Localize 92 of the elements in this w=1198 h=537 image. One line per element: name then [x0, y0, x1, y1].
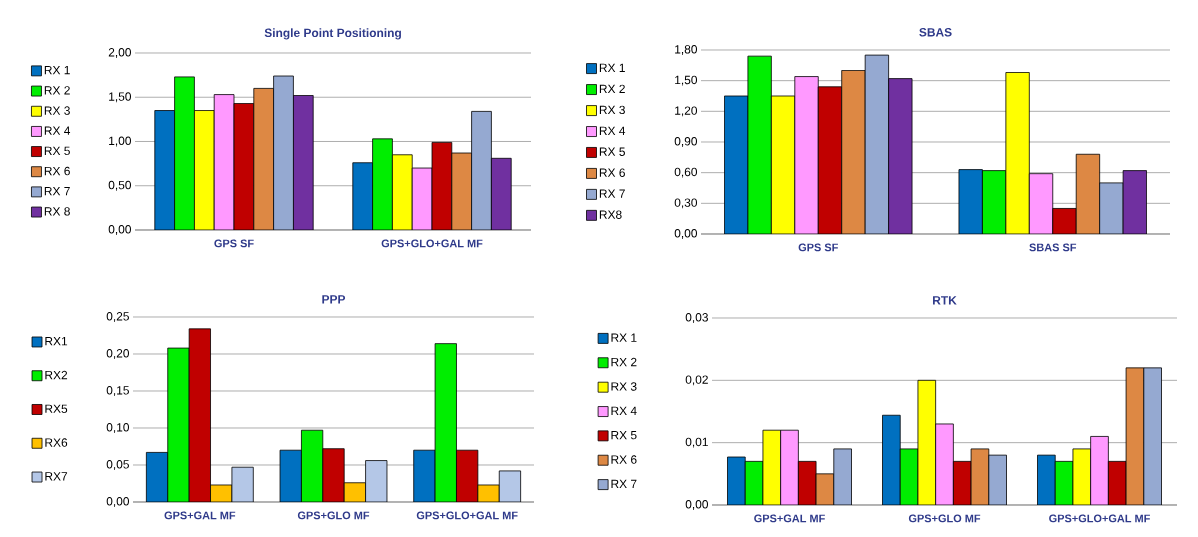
legend-label: RX 2	[611, 357, 637, 367]
y-tick-label: 1,00	[109, 136, 132, 147]
legend-label: RX2	[45, 370, 68, 380]
y-tick-label: 0,00	[674, 229, 698, 239]
y-tick-label: 0,02	[685, 375, 708, 386]
bar	[322, 448, 345, 502]
bar	[253, 87, 274, 230]
bar	[1099, 182, 1124, 234]
y-tick-label: 1,50	[109, 92, 132, 103]
x-tick-label: GPS+GAL MF	[754, 514, 825, 523]
bar	[817, 86, 843, 234]
bar	[456, 449, 479, 502]
bar	[1037, 454, 1056, 505]
bar	[1075, 153, 1101, 234]
y-tick-label: 0,25	[106, 312, 129, 322]
legend-label: RX 1	[599, 63, 625, 72]
bar	[413, 449, 436, 502]
y-tick-label: 0,00	[108, 225, 132, 235]
bar	[451, 152, 472, 230]
y-tick-label: 0,15	[106, 386, 129, 396]
legend-label: RX 1	[611, 333, 637, 342]
legend-label: RX 5	[611, 431, 637, 440]
chart-title: PPP	[322, 295, 346, 304]
legend-label: RX 5	[599, 147, 625, 156]
legend-label: RX 3	[44, 106, 70, 115]
legend-label: RX 7	[599, 189, 625, 198]
legend-label: RX 5	[44, 146, 70, 156]
bar	[145, 452, 169, 502]
bar	[188, 328, 211, 502]
y-tick-label: 0,60	[674, 167, 698, 178]
x-tick-label: GPS+GLO+GAL MF	[1049, 514, 1150, 523]
bar	[727, 456, 746, 505]
legend-label: RX 3	[599, 105, 625, 115]
legend-label: RX 3	[611, 382, 637, 391]
x-tick-label: GPS+GLO+GAL MF	[416, 511, 518, 520]
y-tick-label: 1,20	[675, 106, 698, 117]
y-tick-label: 2,00	[108, 48, 132, 58]
legend-label: RX8	[599, 210, 622, 219]
legend-label: RX7	[45, 472, 68, 481]
y-tick-label: 0,30	[674, 198, 698, 209]
legend-label: RX5	[45, 404, 68, 413]
legend-label: RX6	[45, 438, 68, 447]
bar	[1052, 208, 1077, 234]
y-tick-label: 0,03	[685, 313, 708, 323]
y-tick-label: 0,20	[106, 349, 130, 359]
y-tick-label: 0,01	[685, 437, 708, 448]
legend-label: RX 4	[44, 126, 71, 135]
y-tick-label: 0,50	[108, 180, 132, 191]
x-tick-label: GPS SF	[798, 243, 838, 252]
bar	[982, 170, 1007, 234]
y-tick-label: 0,05	[106, 460, 129, 470]
bar	[233, 103, 255, 230]
chart-title: RTK	[933, 296, 957, 305]
bar	[882, 414, 901, 505]
x-tick-label: GPS+GAL MF	[164, 511, 236, 520]
y-tick-label: 0,00	[106, 497, 130, 507]
chart-title: Single Point Positioning	[264, 28, 401, 40]
bar	[273, 75, 294, 230]
bar	[279, 449, 302, 502]
legend-label: RX 7	[44, 187, 70, 196]
legend-label: RX 2	[599, 84, 625, 93]
y-tick-label: 0,00	[685, 500, 709, 510]
bar	[1028, 173, 1054, 234]
legend-label: RX 6	[44, 166, 70, 176]
chart-title: SBAS	[919, 28, 952, 37]
x-tick-label: GPS+GLO MF	[297, 511, 370, 520]
legend-label: RX 6	[611, 455, 637, 464]
bar	[841, 70, 866, 234]
bar	[864, 54, 890, 234]
y-tick-label: 0,90	[674, 137, 698, 147]
y-tick-label: 1,50	[675, 75, 698, 86]
bar	[471, 111, 492, 230]
legend-label: RX 4	[599, 126, 626, 135]
legend-label: RX 4	[611, 406, 637, 415]
bar	[794, 76, 819, 234]
y-tick-label: 0,10	[106, 423, 130, 433]
x-tick-label: SBAS SF	[1029, 243, 1077, 252]
x-tick-label: GPS SF	[214, 239, 254, 248]
bar	[213, 94, 235, 230]
legend-label: RX 7	[611, 479, 637, 488]
bar	[365, 460, 388, 502]
legend-label: RX1	[45, 337, 68, 346]
bar	[770, 95, 796, 234]
y-tick-label: 1,80	[675, 45, 698, 55]
legend-label: RX 2	[44, 86, 70, 95]
legend-label: RX 1	[44, 66, 70, 75]
bar	[1005, 72, 1030, 234]
legend-label: RX 6	[599, 168, 625, 177]
x-tick-label: GPS+GLO MF	[908, 514, 981, 523]
bar	[747, 55, 772, 234]
legend-label: RX 8	[44, 207, 70, 216]
x-tick-label: GPS+GLO+GAL MF	[381, 239, 483, 248]
